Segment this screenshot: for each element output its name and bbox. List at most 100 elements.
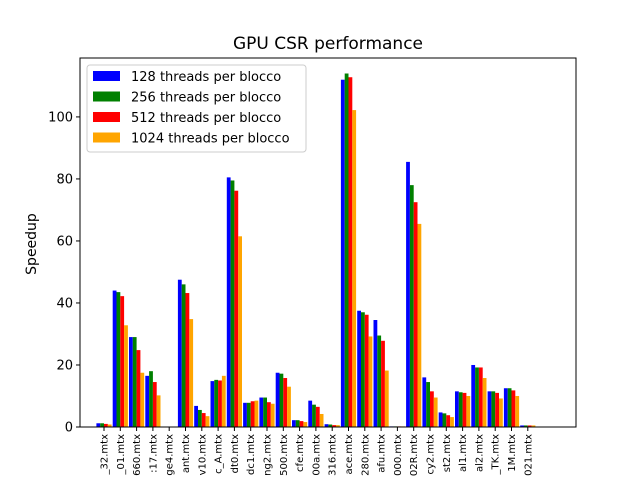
x-tick-label: 021.mtx <box>523 434 534 476</box>
x-tick-label: afu.mtx <box>377 434 388 473</box>
bar-1-18 <box>373 320 378 427</box>
legend-label-1: 128 threads per blocco <box>131 70 281 85</box>
bar-2-8 <box>214 379 219 427</box>
bar-3-8 <box>218 380 222 427</box>
x-tick-label: al1.mtx <box>458 434 469 472</box>
y-axis-label: Speedup <box>24 213 40 275</box>
bar-2-9 <box>230 180 235 427</box>
bar-1-10 <box>243 402 247 427</box>
bar-2-6 <box>181 284 186 427</box>
x-ticks-group: _32.mtx _01.mtx 660.mtx:17.mtx ge4.mtx ant.m… <box>100 427 534 476</box>
x-tick-label: 1M.mtx <box>507 434 518 472</box>
bar-3-7 <box>201 413 206 427</box>
bar-2-27 <box>524 425 528 427</box>
axes-frame <box>79 57 577 428</box>
bar-3-25 <box>495 392 499 427</box>
x-tick-label: 316.mtx <box>328 434 339 476</box>
bar-3-24 <box>478 367 483 427</box>
y-tick-label: 20 <box>56 358 73 373</box>
x-tick-label: dc1.mtx <box>246 434 257 475</box>
bar-4-3 <box>140 372 145 427</box>
legend-swatch-4 <box>93 132 120 143</box>
bar-2-18 <box>377 335 382 427</box>
bar-2-15 <box>328 424 333 427</box>
bar-4-8 <box>221 375 226 427</box>
x-tick-label: 000.mtx <box>393 434 404 476</box>
bar-4-7 <box>205 416 210 427</box>
x-tick-label: al2.mtx <box>474 434 485 472</box>
bar-3-6 <box>185 293 190 427</box>
bar-4-14 <box>319 413 324 427</box>
bar-1-20 <box>406 161 410 427</box>
bar-4-16 <box>352 110 357 427</box>
bar-1-7 <box>194 405 198 427</box>
bar-4-22 <box>450 417 454 427</box>
x-tick-label: 00a.mtx <box>311 434 322 476</box>
bar-3-10 <box>250 401 255 427</box>
x-tick-label: _TK.mtx <box>491 434 502 476</box>
x-tick-label: ant.mtx <box>181 434 192 473</box>
x-tick-label: 02R.mtx <box>409 434 420 476</box>
bar-4-2 <box>124 325 128 427</box>
bar-4-25 <box>499 398 503 427</box>
bars-group <box>96 73 536 428</box>
bar-2-23 <box>458 392 463 427</box>
x-tick-label: ng2.mtx <box>263 434 274 476</box>
x-tick-label: 660.mtx <box>132 434 143 476</box>
y-tick-label: 100 <box>48 110 73 125</box>
bar-1-13 <box>292 420 296 427</box>
bar-2-16 <box>344 73 349 427</box>
bar-2-12 <box>279 373 284 427</box>
legend-frame <box>86 64 307 153</box>
y-ticks-group: 0 20 40 60 80 100 <box>48 110 80 436</box>
bar-4-18 <box>384 370 389 427</box>
x-tick-label: c_A.mtx <box>214 434 225 474</box>
bar-2-20 <box>409 185 414 427</box>
bar-1-9 <box>226 177 231 427</box>
bar-1-14 <box>308 400 313 427</box>
bar-2-25 <box>491 391 496 427</box>
bar-3-21 <box>430 391 434 427</box>
bar-3-3 <box>136 350 141 427</box>
bar-1-2 <box>112 290 117 427</box>
bar-3-4 <box>152 382 157 427</box>
bar-1-22 <box>438 412 443 427</box>
bar-2-7 <box>198 409 202 427</box>
bar-4-24 <box>482 378 487 427</box>
bar-2-24 <box>475 367 479 427</box>
bar-1-26 <box>503 388 508 427</box>
bar-2-21 <box>426 382 430 427</box>
x-tick-label: cfe.mtx <box>295 434 306 472</box>
legend-label-2: 256 threads per blocco <box>131 91 281 106</box>
bar-4-26 <box>515 395 520 427</box>
bar-2-3 <box>132 337 137 427</box>
bar-4-20 <box>417 223 422 427</box>
bar-4-11 <box>270 403 275 427</box>
bar-2-13 <box>295 420 300 427</box>
x-tick-label: st2.mtx <box>442 434 453 472</box>
bar-1-12 <box>275 372 280 427</box>
bar-3-1 <box>104 423 108 427</box>
bar-4-6 <box>189 319 194 427</box>
bar-4-1 <box>107 424 112 427</box>
bar-2-2 <box>116 292 121 427</box>
bar-1-21 <box>422 377 427 427</box>
bar-3-14 <box>315 406 320 427</box>
bar-1-15 <box>324 424 329 427</box>
bar-3-18 <box>381 340 385 427</box>
bar-1-8 <box>210 381 215 427</box>
y-tick-label: 60 <box>56 234 73 249</box>
bar-2-14 <box>312 404 316 427</box>
chart-title: GPU CSR performance <box>233 34 423 54</box>
bar-1-16 <box>340 79 345 428</box>
bar-4-9 <box>238 236 242 427</box>
bar-4-12 <box>287 386 291 427</box>
bar-3-11 <box>267 402 271 427</box>
bar-4-10 <box>254 400 259 427</box>
x-tick-label: v10.mtx <box>197 434 208 475</box>
bar-1-3 <box>129 337 133 427</box>
bar-3-23 <box>462 392 467 427</box>
bar-3-20 <box>413 202 418 427</box>
